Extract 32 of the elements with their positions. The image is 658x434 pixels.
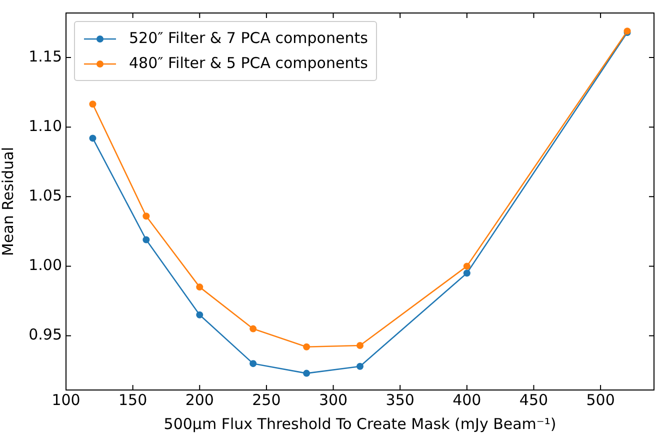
point [250,325,257,332]
y-tick-label: 1.10 [28,116,62,135]
x-tick-label: 450 [519,390,548,409]
y-tick-label: 0.95 [28,326,62,344]
point [303,370,310,377]
x-tick-label: 250 [252,390,281,409]
point [463,262,470,270]
point [356,342,364,349]
y-tick-label: 1.05 [28,186,62,205]
x-tick-label: 350 [386,390,414,409]
x-tick-label: 500 [586,390,615,409]
x-tick-label: 150 [118,390,148,409]
x-axis-title: 500µm Flux Threshold To Create Mask (mJy Beam⁻¹) [164,414,556,433]
y-tick-label: 1.00 [28,256,62,274]
point [196,284,204,291]
point [463,270,470,277]
x-tick-label: 200 [185,390,214,409]
x-tick-label: 100 [52,390,80,409]
x-tick-label: 300 [318,390,348,409]
point [303,343,310,350]
point [89,134,96,142]
y-tick-label: 1.15 [28,47,62,66]
legend-label: 520″ Filter & 7 PCA components [129,28,368,49]
y-axis-title: Mean Residual [0,147,17,256]
point [142,236,150,244]
point [196,311,204,318]
x-tick-label: 400 [452,390,482,409]
point [89,100,96,108]
point [356,362,364,370]
point [142,212,150,220]
point [250,360,257,368]
legend-label: 480″ Filter & 5 PCA components [129,53,368,74]
